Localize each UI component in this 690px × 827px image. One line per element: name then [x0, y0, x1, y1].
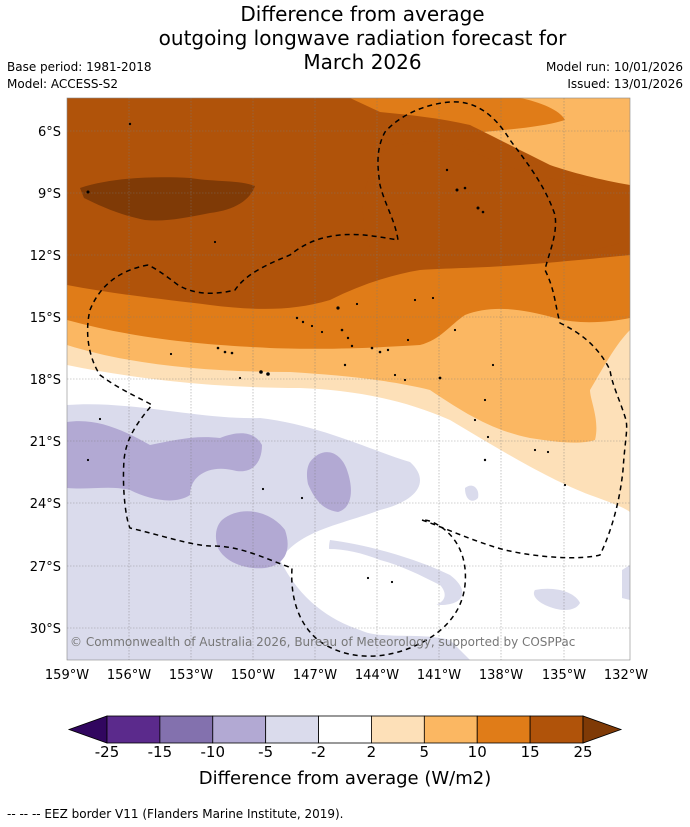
- colorbar-tick-label: 25: [573, 743, 593, 761]
- title-line-1: Difference from average: [240, 2, 485, 26]
- lon-label: 150°W: [231, 668, 275, 683]
- colorbar-extend-high: [582, 715, 623, 744]
- base-period: Base period: 1981-2018: [7, 60, 152, 74]
- lat-label: 15°S: [30, 311, 61, 326]
- gridlines: [67, 98, 630, 660]
- colorbar-tick-label: 10: [467, 743, 487, 761]
- colorbar-tick-label: -15: [147, 743, 173, 761]
- copyright-text: © Commonwealth of Australia 2026, Bureau…: [70, 635, 575, 649]
- islands: [86, 122, 567, 584]
- colorbar-swatch: [529, 715, 584, 744]
- colorbar-swatch: [212, 715, 267, 744]
- lon-label: 135°W: [542, 668, 586, 683]
- field-dark-brown: [80, 177, 255, 221]
- colorbar-extend-low: [67, 715, 108, 744]
- colorbar-swatch: [159, 715, 214, 744]
- colorbar-tick-label: -2: [311, 743, 327, 761]
- meta-right: Model run: 10/01/2026 Issued: 13/01/2026: [546, 59, 683, 93]
- colorbar-tick-label: -10: [200, 743, 226, 761]
- field-light-purple-d: [622, 565, 630, 600]
- lat-labels: 6°S 9°S 12°S 15°S 18°S 21°S 24°S 27°S 30…: [30, 125, 61, 637]
- field-brown-b: [362, 141, 630, 265]
- colorbar-swatch: [476, 715, 531, 744]
- lon-label: 138°W: [479, 668, 523, 683]
- issued-date: Issued: 13/01/2026: [567, 77, 683, 91]
- field-light-purple-e: [465, 485, 479, 501]
- lon-label: 153°W: [169, 668, 213, 683]
- colorbar: [67, 715, 623, 744]
- eez-legend: -- -- -- EEZ border V11 (Flanders Marine…: [7, 807, 344, 821]
- colorbar-tick-label: -5: [258, 743, 274, 761]
- title-line-3: March 2026: [303, 50, 422, 74]
- lon-label: 156°W: [107, 668, 151, 683]
- colorbar-tick-label: -25: [94, 743, 120, 761]
- lat-label: 21°S: [30, 435, 61, 450]
- lat-label: 27°S: [30, 560, 61, 575]
- field-light-purple-c: [533, 588, 580, 611]
- lat-label: 6°S: [38, 125, 61, 140]
- lon-label: 141°W: [417, 668, 461, 683]
- title-line-2: outgoing longwave radiation forecast for: [158, 26, 567, 50]
- lat-label: 9°S: [38, 187, 61, 202]
- lat-label: 18°S: [30, 373, 61, 388]
- lon-labels: 159°W 156°W 153°W 150°W 147°W 144°W 141°…: [45, 668, 648, 683]
- colorbar-swatch: [423, 715, 478, 744]
- colorbar-tick-label: 2: [366, 743, 377, 761]
- lat-label: 12°S: [30, 249, 61, 264]
- lat-label: 30°S: [30, 622, 61, 637]
- colorbar-title: Difference from average (W/m2): [198, 768, 492, 789]
- lon-label: 159°W: [45, 668, 89, 683]
- lat-label: 24°S: [30, 497, 61, 512]
- model-name: Model: ACCESS-S2: [7, 77, 119, 91]
- chart-title: Difference from average outgoing longwav…: [0, 2, 690, 74]
- colorbar-swatch: [265, 715, 319, 744]
- meta-left: Base period: 1981-2018 Model: ACCESS-S2: [7, 59, 152, 93]
- field-mid-purple-b: [215, 511, 288, 569]
- map-frame: [66, 97, 631, 661]
- colorbar-swatch: [371, 715, 425, 744]
- colorbar-tick-label: 15: [520, 743, 540, 761]
- lon-label: 144°W: [355, 668, 399, 683]
- eez-borders: [86, 101, 628, 657]
- colorbar-tick-label: 5: [419, 743, 430, 761]
- colorbar-swatch: [318, 715, 372, 744]
- field-neutral-hole: [300, 548, 445, 607]
- field-mid-purple-c: [306, 452, 351, 512]
- lon-label: 147°W: [293, 668, 337, 683]
- colorbar-swatch: [106, 715, 161, 744]
- model-run: Model run: 10/01/2026: [545, 60, 683, 74]
- lon-label: 132°W: [604, 668, 648, 683]
